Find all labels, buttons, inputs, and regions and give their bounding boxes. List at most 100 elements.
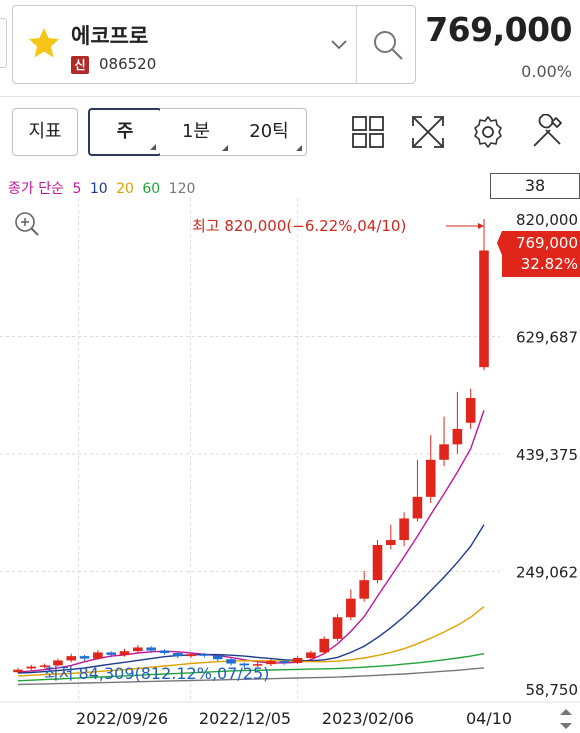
chart-grid [0, 198, 500, 702]
candle-body [319, 638, 330, 653]
candle-body [346, 598, 356, 618]
ma-line-120 [17, 667, 485, 686]
candle-body [212, 655, 223, 660]
minute-label: 1분 [181, 121, 210, 142]
fullscreen-icon[interactable] [410, 114, 446, 150]
candle-body [119, 651, 130, 655]
interval-group: 1분 20틱 [160, 108, 307, 156]
candle-body [452, 428, 463, 445]
price-axis: 820,000 629,687 439,375 249,062 58,750 [516, 211, 578, 699]
tick-label: 20틱 [249, 121, 289, 142]
stock-code: 086520 [99, 55, 157, 73]
candle-body [146, 647, 156, 651]
candle-body [465, 398, 476, 423]
price-axis-label: 820,000 [516, 211, 578, 229]
current-price: 769,000 [425, 10, 572, 49]
current-price-tag-value: 769,000 [516, 234, 578, 252]
ma-legend-prefix: 종가 단순 [8, 181, 64, 197]
candle-body [479, 250, 489, 368]
stock-selector[interactable]: 에코프로 신 086520 [12, 5, 416, 84]
gear-icon[interactable] [470, 114, 506, 150]
candle-body [372, 544, 383, 581]
date-axis-label: 2023/02/06 [322, 709, 414, 728]
credit-badge: 신 [71, 56, 89, 74]
moving-average-lines [17, 410, 485, 686]
candle-body [306, 652, 316, 658]
dropdown-corner-icon [222, 145, 228, 151]
candle-body [172, 653, 183, 657]
period-week-button[interactable]: 주 [88, 108, 162, 156]
candle-body [39, 665, 50, 667]
zoom-icon[interactable] [15, 212, 39, 236]
candle-body [412, 496, 423, 519]
ma-line-60 [17, 653, 485, 682]
candle-body [199, 654, 210, 656]
candle-body [13, 669, 23, 673]
divider [356, 6, 357, 83]
candle-body [266, 661, 276, 665]
price-axis-label: 249,062 [516, 564, 578, 582]
candle-body [79, 656, 90, 659]
ma-legend[interactable]: 종가 단순 5 10 20 60 120 [8, 178, 199, 198]
tick-button[interactable]: 20틱 [232, 109, 306, 155]
candle-body [425, 459, 436, 497]
candle-body [53, 660, 63, 666]
period-label: 주 [116, 121, 134, 142]
low-annotation: 최저 84,309(812.12%,07/25) [44, 664, 269, 683]
current-price-tag-pct: 32.82% [521, 255, 578, 273]
ma-line-5 [17, 410, 485, 673]
search-icon[interactable] [371, 28, 405, 62]
candles [13, 219, 489, 674]
chevron-down-icon[interactable] [329, 34, 349, 54]
current-price-tag: 769,000 32.82% [497, 231, 580, 277]
star-icon[interactable] [27, 26, 61, 60]
candle-body [292, 657, 303, 663]
candle-body [26, 666, 37, 669]
candle-body [186, 654, 196, 657]
ma-legend-60: 60 [142, 181, 161, 197]
candle-body [359, 580, 369, 599]
header-divider [0, 96, 580, 97]
date-axis: 2022/09/26 2022/12/05 2023/02/06 04/10 [76, 709, 512, 728]
ma-line-20 [17, 606, 485, 677]
ma-legend-5: 5 [72, 181, 82, 197]
ma-legend-10: 10 [89, 181, 108, 197]
high-arrow-head [478, 223, 484, 229]
dropdown-corner-icon [296, 145, 302, 151]
candle-body [226, 659, 236, 664]
ma-legend-120: 120 [168, 181, 196, 197]
scroll-arrows-icon[interactable] [560, 709, 572, 729]
dropdown-corner-icon [150, 144, 156, 150]
candle-body [106, 652, 116, 655]
tools-icon[interactable] [530, 114, 566, 150]
date-axis-label: 2022/12/05 [199, 709, 291, 728]
candle-body [439, 444, 449, 460]
candle-body [93, 652, 103, 659]
candle-body [386, 540, 396, 545]
candlestick-chart[interactable]: 최고 820,000(−6.22%,04/10) 최저 84,309(812.1… [0, 168, 580, 733]
indicator-button[interactable]: 지표 [12, 108, 78, 156]
indicator-label: 지표 [28, 121, 62, 142]
grid-icon[interactable] [350, 114, 386, 150]
candle-body [133, 647, 143, 652]
date-axis-label: 2022/09/26 [76, 709, 168, 728]
price-axis-label: 439,375 [516, 446, 578, 464]
candle-body [332, 617, 343, 639]
date-axis-label: 04/10 [466, 709, 512, 728]
price-axis-label: 58,750 [526, 681, 579, 699]
chart-toolbar: 지표 주 1분 20틱 [0, 100, 580, 164]
candle-body [239, 663, 250, 666]
high-annotation: 최고 820,000(−6.22%,04/10) [192, 217, 406, 235]
candle-count-input[interactable]: 38 [490, 173, 580, 199]
candle-body [66, 656, 77, 661]
candle-body [279, 661, 290, 663]
price-change: 0.00% [521, 62, 572, 81]
chart-area[interactable]: 종가 단순 5 10 20 60 120 38 최고 820,000(−6.22… [0, 168, 580, 733]
side-drawer-handle[interactable] [0, 18, 7, 68]
ma-legend-20: 20 [116, 181, 134, 197]
candle-body [399, 518, 409, 541]
minute-button[interactable]: 1분 [160, 109, 232, 155]
stock-header: 에코프로 신 086520 769,000 0.00% [0, 0, 580, 96]
candle-body [159, 650, 170, 654]
ma-line-10 [17, 524, 485, 674]
